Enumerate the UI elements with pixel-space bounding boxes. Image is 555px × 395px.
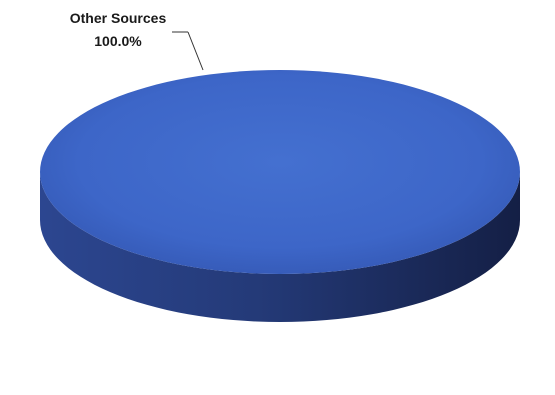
pie-labels-group: Other Sources 100.0% [70,10,204,71]
slice-label-name: Other Sources [70,10,167,26]
leader-line-segment [187,31,204,71]
slice-label-value: 100.0% [94,33,142,49]
pie-slice-side [40,172,520,322]
pie-slices-group [40,70,520,322]
pie-slice [40,70,520,274]
